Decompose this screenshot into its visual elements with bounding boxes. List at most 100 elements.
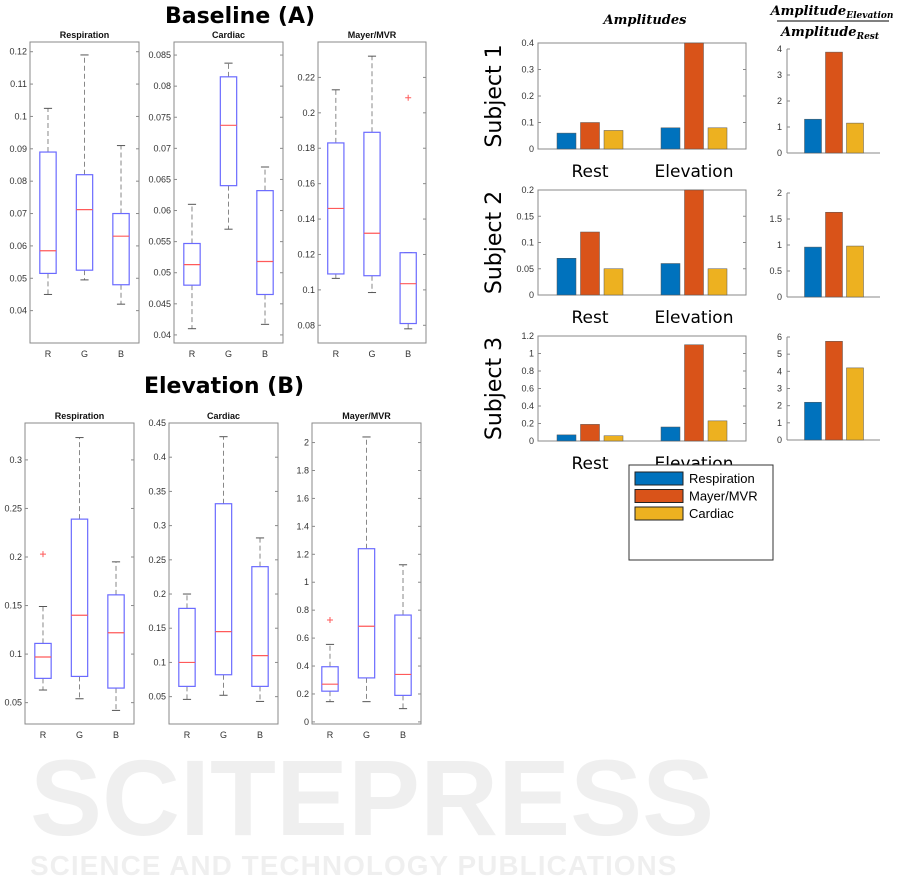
y-tick-label: 1.2 — [296, 549, 309, 559]
subject-panel: Subject 2 0 0.05 0.1 0.15 0.2 Rest Elevation 0 0.… — [482, 185, 880, 328]
y-tick-label: 0 — [777, 435, 782, 445]
axes-frame — [173, 41, 284, 344]
y-tick-label: 0.07 — [153, 143, 171, 153]
y-tick-label: 0 — [529, 144, 534, 154]
y-tick-label: 0.09 — [9, 144, 27, 154]
ratio-bar-respiration — [804, 401, 822, 441]
box — [256, 190, 274, 296]
bar-cardiac — [603, 435, 624, 442]
ratio-header: AmplitudeElevation AmplitudeRest — [769, 4, 894, 42]
boxplot-panel: Elevation (B) Respiration 0.05 0.1 0.15 0.2 0.… — [4, 374, 304, 740]
ratio-bar-mayer-mvr — [825, 341, 843, 441]
y-tick-label: 0.05 — [4, 698, 22, 708]
y-tick-label: 0.4 — [296, 661, 309, 671]
y-tick-label: 0.04 — [153, 330, 171, 340]
y-tick-label: 1 — [777, 418, 782, 428]
axes-frame — [311, 422, 422, 725]
axes-frame — [29, 41, 140, 344]
y-tick-label: 1 — [529, 349, 534, 359]
y-tick-label: 0.15 — [4, 601, 22, 611]
box-B — [399, 94, 417, 330]
y-tick-label: 2 — [777, 96, 782, 106]
y-tick-label: 0.05 — [9, 273, 27, 283]
y-tick-label: 0.04 — [9, 306, 27, 316]
box-G — [219, 62, 238, 230]
box-R — [34, 551, 52, 691]
group-title: Elevation (B) — [144, 374, 304, 399]
box — [178, 607, 196, 687]
box-R — [39, 107, 57, 295]
x-tick-label: R — [45, 349, 52, 359]
x-tick-label: B — [400, 730, 406, 740]
bar-mayer-mvr — [580, 122, 600, 150]
x-tick-label: G — [76, 730, 83, 740]
box-G — [70, 437, 89, 700]
y-tick-label: 0.2 — [521, 91, 534, 101]
y-tick-label: 3 — [777, 384, 782, 394]
group-label: Rest — [571, 308, 608, 328]
box-B — [256, 166, 274, 325]
box — [107, 594, 125, 689]
axes-frame — [168, 422, 279, 725]
x-tick-label: R — [189, 349, 196, 359]
outlier-marker — [326, 616, 333, 623]
x-tick-label: B — [118, 349, 124, 359]
y-tick-label: 0.4 — [521, 401, 534, 411]
y-tick-label: 0.8 — [521, 366, 534, 376]
subject-panel: Subject 1 0 0.1 0.2 0.3 0.4 Rest Elevation 0 1 2 3 4 — [482, 38, 880, 182]
x-tick-label: R — [40, 730, 47, 740]
y-tick-label: 0.08 — [9, 176, 27, 186]
ratio-bar-respiration — [804, 118, 822, 154]
y-tick-label: 0 — [777, 292, 782, 302]
y-tick-label: 0.3 — [153, 521, 166, 531]
bar-mayer-mvr — [580, 424, 600, 442]
y-tick-label: 0.3 — [521, 65, 534, 75]
y-tick-label: 0.1 — [14, 111, 27, 121]
box — [70, 518, 89, 678]
boxplot-panel: Cardiac 0.04 0.045 0.05 0.055 0.06 0.065 0.07 0.… — [148, 30, 284, 359]
amplitudes-header: Amplitudes — [602, 13, 688, 28]
box — [214, 503, 233, 676]
y-tick-label: 0.06 — [153, 206, 171, 216]
y-tick-label: 0.2 — [521, 419, 534, 429]
box-B — [394, 564, 412, 710]
box — [39, 151, 57, 275]
box — [357, 548, 376, 679]
y-tick-label: 0.1 — [9, 649, 22, 659]
box-R — [327, 89, 345, 279]
boxplot-panel: Mayer/MVR 0.08 0.1 0.12 0.14 0.16 0.18 0.2 0.22 R… — [297, 30, 427, 359]
x-tick-label: B — [257, 730, 263, 740]
box-G — [363, 55, 381, 294]
panel-title: Mayer/MVR — [348, 30, 397, 40]
y-tick-label: 0.05 — [516, 264, 534, 274]
y-tick-label: 0.05 — [153, 268, 171, 278]
y-tick-label: 0.3 — [9, 455, 22, 465]
box — [219, 76, 238, 187]
y-tick-label: 1 — [777, 122, 782, 132]
group-title: Baseline (A) — [165, 4, 315, 29]
y-tick-label: 4 — [777, 366, 782, 376]
box-R — [178, 593, 196, 700]
y-tick-label: 0.4 — [153, 452, 166, 462]
y-tick-label: 0.2 — [296, 689, 309, 699]
y-tick-label: 1.8 — [296, 465, 309, 475]
bar-respiration — [556, 258, 577, 296]
box-B — [251, 537, 269, 702]
x-tick-label: R — [327, 730, 334, 740]
y-tick-label: 1.5 — [769, 214, 782, 224]
box-G — [214, 436, 233, 696]
y-tick-label: 0 — [529, 436, 534, 446]
bar-respiration — [556, 132, 577, 150]
y-tick-label: 1.4 — [296, 521, 309, 531]
y-tick-label: 0.22 — [297, 72, 315, 82]
outlier-marker — [405, 94, 412, 101]
y-tick-label: 0.35 — [148, 486, 166, 496]
y-tick-label: 0.065 — [148, 174, 171, 184]
box-R — [183, 203, 201, 330]
y-tick-label: 0.4 — [521, 38, 534, 48]
ratio-bar-mayer-mvr — [825, 51, 843, 154]
group-label: Rest — [571, 454, 608, 474]
y-tick-label: 0.05 — [148, 692, 166, 702]
y-tick-label: 0.1 — [521, 118, 534, 128]
y-tick-label: 2 — [777, 401, 782, 411]
